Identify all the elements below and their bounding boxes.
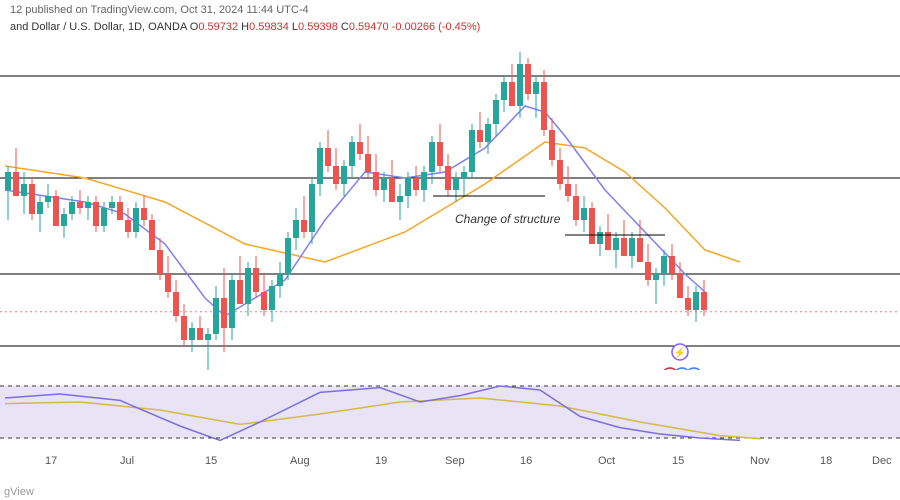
x-tick: Aug bbox=[290, 455, 310, 467]
indicator-panel[interactable] bbox=[0, 370, 900, 450]
symbol-ohlc: and Dollar / U.S. Dollar, 1D, OANDA O0.5… bbox=[10, 21, 480, 33]
x-tick: 19 bbox=[375, 455, 387, 467]
watermark: gView bbox=[4, 486, 34, 498]
x-tick: 15 bbox=[205, 455, 217, 467]
x-tick: Nov bbox=[750, 455, 770, 467]
x-tick: Dec bbox=[872, 455, 892, 467]
x-tick: 18 bbox=[820, 455, 832, 467]
price-chart[interactable]: Change of structure ⚡ bbox=[0, 40, 900, 420]
x-tick: Sep bbox=[445, 455, 465, 467]
x-tick: 16 bbox=[520, 455, 532, 467]
x-tick: 15 bbox=[672, 455, 684, 467]
svg-text:⚡: ⚡ bbox=[674, 346, 686, 359]
x-axis: 17 Jul 15 Aug 19 Sep 16 Oct 15 Nov 18 Dec bbox=[0, 455, 900, 475]
svg-text:Change of structure: Change of structure bbox=[455, 212, 561, 226]
x-tick: 17 bbox=[45, 455, 57, 467]
x-tick: Oct bbox=[598, 455, 615, 467]
x-tick: Jul bbox=[120, 455, 134, 467]
publish-info: 12 published on TradingView.com, Oct 31,… bbox=[10, 4, 309, 16]
